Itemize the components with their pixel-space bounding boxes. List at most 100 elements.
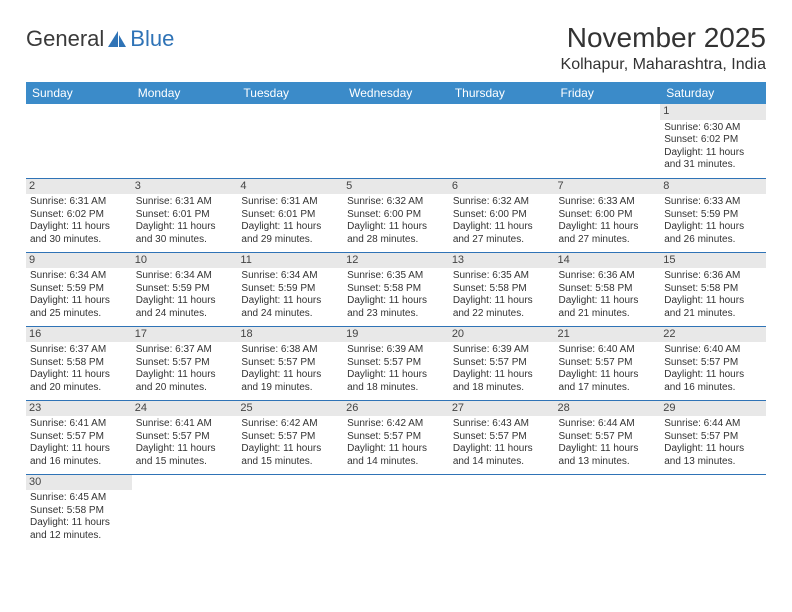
- sunset-line: Sunset: 5:59 PM: [136, 283, 234, 296]
- empty-cell: [660, 474, 766, 548]
- day-number: 22: [660, 327, 766, 343]
- day-cell: 24Sunrise: 6:41 AMSunset: 5:57 PMDayligh…: [132, 400, 238, 474]
- day-cell: 6Sunrise: 6:32 AMSunset: 6:00 PMDaylight…: [449, 178, 555, 252]
- calendar-table: SundayMondayTuesdayWednesdayThursdayFrid…: [26, 82, 766, 548]
- daylight-line: Daylight: 11 hours and 18 minutes.: [453, 369, 551, 394]
- day-number: 12: [343, 253, 449, 269]
- daylight-line: Daylight: 11 hours and 13 minutes.: [664, 443, 762, 468]
- empty-cell: [449, 104, 555, 178]
- sunrise-line: Sunrise: 6:35 AM: [453, 270, 551, 283]
- sunset-line: Sunset: 5:57 PM: [241, 431, 339, 444]
- sunrise-line: Sunrise: 6:42 AM: [241, 418, 339, 431]
- daylight-line: Daylight: 11 hours and 21 minutes.: [559, 295, 657, 320]
- daylight-line: Daylight: 11 hours and 16 minutes.: [30, 443, 128, 468]
- empty-cell: [132, 104, 238, 178]
- sunset-line: Sunset: 5:58 PM: [30, 505, 128, 518]
- daylight-line: Daylight: 11 hours and 17 minutes.: [559, 369, 657, 394]
- day-cell: 2Sunrise: 6:31 AMSunset: 6:02 PMDaylight…: [26, 178, 132, 252]
- location: Kolhapur, Maharashtra, India: [561, 56, 766, 74]
- calendar-row: 23Sunrise: 6:41 AMSunset: 5:57 PMDayligh…: [26, 400, 766, 474]
- sunrise-line: Sunrise: 6:34 AM: [241, 270, 339, 283]
- sunrise-line: Sunrise: 6:38 AM: [241, 344, 339, 357]
- day-cell: 9Sunrise: 6:34 AMSunset: 5:59 PMDaylight…: [26, 252, 132, 326]
- calendar-row: 2Sunrise: 6:31 AMSunset: 6:02 PMDaylight…: [26, 178, 766, 252]
- sunset-line: Sunset: 6:00 PM: [347, 209, 445, 222]
- empty-cell: [343, 474, 449, 548]
- sunset-line: Sunset: 5:58 PM: [30, 357, 128, 370]
- day-number: 6: [449, 179, 555, 195]
- day-number: 15: [660, 253, 766, 269]
- sunrise-line: Sunrise: 6:42 AM: [347, 418, 445, 431]
- sunrise-line: Sunrise: 6:39 AM: [453, 344, 551, 357]
- day-cell: 13Sunrise: 6:35 AMSunset: 5:58 PMDayligh…: [449, 252, 555, 326]
- calendar-row: 9Sunrise: 6:34 AMSunset: 5:59 PMDaylight…: [26, 252, 766, 326]
- sunset-line: Sunset: 6:00 PM: [559, 209, 657, 222]
- day-cell: 19Sunrise: 6:39 AMSunset: 5:57 PMDayligh…: [343, 326, 449, 400]
- sunrise-line: Sunrise: 6:33 AM: [664, 196, 762, 209]
- sunrise-line: Sunrise: 6:35 AM: [347, 270, 445, 283]
- day-cell: 12Sunrise: 6:35 AMSunset: 5:58 PMDayligh…: [343, 252, 449, 326]
- day-cell: 20Sunrise: 6:39 AMSunset: 5:57 PMDayligh…: [449, 326, 555, 400]
- day-cell: 15Sunrise: 6:36 AMSunset: 5:58 PMDayligh…: [660, 252, 766, 326]
- day-number: 28: [555, 401, 661, 417]
- empty-cell: [555, 474, 661, 548]
- weekday-header: Tuesday: [237, 82, 343, 104]
- day-cell: 8Sunrise: 6:33 AMSunset: 5:59 PMDaylight…: [660, 178, 766, 252]
- day-cell: 25Sunrise: 6:42 AMSunset: 5:57 PMDayligh…: [237, 400, 343, 474]
- sunrise-line: Sunrise: 6:34 AM: [30, 270, 128, 283]
- day-number: 1: [660, 104, 766, 120]
- daylight-line: Daylight: 11 hours and 28 minutes.: [347, 221, 445, 246]
- sunset-line: Sunset: 6:02 PM: [30, 209, 128, 222]
- day-cell: 4Sunrise: 6:31 AMSunset: 6:01 PMDaylight…: [237, 178, 343, 252]
- sunrise-line: Sunrise: 6:41 AM: [30, 418, 128, 431]
- sunrise-line: Sunrise: 6:41 AM: [136, 418, 234, 431]
- sunrise-line: Sunrise: 6:31 AM: [136, 196, 234, 209]
- sunrise-line: Sunrise: 6:37 AM: [30, 344, 128, 357]
- day-cell: 29Sunrise: 6:44 AMSunset: 5:57 PMDayligh…: [660, 400, 766, 474]
- day-cell: 3Sunrise: 6:31 AMSunset: 6:01 PMDaylight…: [132, 178, 238, 252]
- sunset-line: Sunset: 6:02 PM: [664, 134, 762, 147]
- month-title: November 2025: [561, 22, 766, 54]
- sunset-line: Sunset: 5:57 PM: [241, 357, 339, 370]
- sunset-line: Sunset: 5:58 PM: [453, 283, 551, 296]
- logo: General Blue: [26, 22, 174, 52]
- sunset-line: Sunset: 5:57 PM: [559, 431, 657, 444]
- sunset-line: Sunset: 5:58 PM: [559, 283, 657, 296]
- calendar-row: 1Sunrise: 6:30 AMSunset: 6:02 PMDaylight…: [26, 104, 766, 178]
- page-header: General Blue November 2025 Kolhapur, Mah…: [26, 22, 766, 74]
- day-number: 14: [555, 253, 661, 269]
- day-cell: 21Sunrise: 6:40 AMSunset: 5:57 PMDayligh…: [555, 326, 661, 400]
- sunrise-line: Sunrise: 6:30 AM: [664, 122, 762, 135]
- empty-cell: [237, 104, 343, 178]
- day-number: 7: [555, 179, 661, 195]
- weekday-header: Friday: [555, 82, 661, 104]
- daylight-line: Daylight: 11 hours and 14 minutes.: [347, 443, 445, 468]
- sunset-line: Sunset: 5:57 PM: [664, 357, 762, 370]
- daylight-line: Daylight: 11 hours and 16 minutes.: [664, 369, 762, 394]
- day-cell: 22Sunrise: 6:40 AMSunset: 5:57 PMDayligh…: [660, 326, 766, 400]
- sunrise-line: Sunrise: 6:44 AM: [559, 418, 657, 431]
- sunrise-line: Sunrise: 6:36 AM: [664, 270, 762, 283]
- sunset-line: Sunset: 6:00 PM: [453, 209, 551, 222]
- calendar-body: 1Sunrise: 6:30 AMSunset: 6:02 PMDaylight…: [26, 104, 766, 548]
- day-number: 11: [237, 253, 343, 269]
- weekday-header: Wednesday: [343, 82, 449, 104]
- day-cell: 5Sunrise: 6:32 AMSunset: 6:00 PMDaylight…: [343, 178, 449, 252]
- daylight-line: Daylight: 11 hours and 15 minutes.: [241, 443, 339, 468]
- empty-cell: [26, 104, 132, 178]
- weekday-header: Saturday: [660, 82, 766, 104]
- daylight-line: Daylight: 11 hours and 27 minutes.: [559, 221, 657, 246]
- sunset-line: Sunset: 5:57 PM: [559, 357, 657, 370]
- day-number: 9: [26, 253, 132, 269]
- sunset-line: Sunset: 5:57 PM: [136, 357, 234, 370]
- day-cell: 10Sunrise: 6:34 AMSunset: 5:59 PMDayligh…: [132, 252, 238, 326]
- day-cell: 11Sunrise: 6:34 AMSunset: 5:59 PMDayligh…: [237, 252, 343, 326]
- day-cell: 18Sunrise: 6:38 AMSunset: 5:57 PMDayligh…: [237, 326, 343, 400]
- daylight-line: Daylight: 11 hours and 18 minutes.: [347, 369, 445, 394]
- day-cell: 23Sunrise: 6:41 AMSunset: 5:57 PMDayligh…: [26, 400, 132, 474]
- empty-cell: [449, 474, 555, 548]
- calendar-row: 30Sunrise: 6:45 AMSunset: 5:58 PMDayligh…: [26, 474, 766, 548]
- day-number: 27: [449, 401, 555, 417]
- sunset-line: Sunset: 5:57 PM: [347, 357, 445, 370]
- sunrise-line: Sunrise: 6:43 AM: [453, 418, 551, 431]
